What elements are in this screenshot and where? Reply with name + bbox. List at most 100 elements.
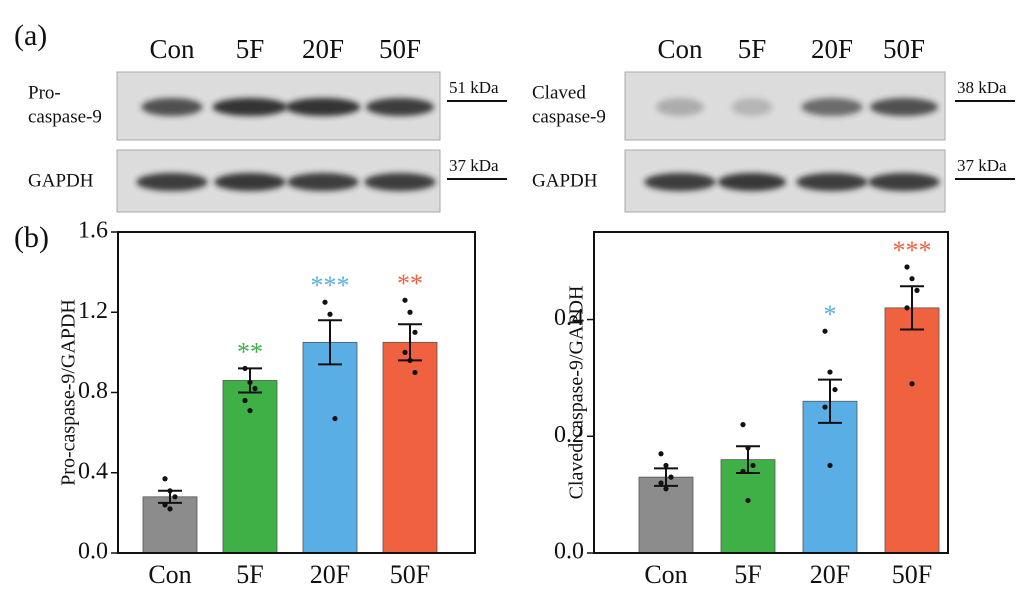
row-label: Pro- — [28, 82, 61, 103]
data-point — [750, 462, 756, 469]
significance-label: ** — [397, 269, 423, 298]
blot-band — [212, 98, 288, 116]
plot-frame — [117, 231, 476, 554]
lane-label: 5F — [236, 34, 265, 64]
y-tick-label: 0.4 — [78, 458, 108, 484]
error-bar — [318, 319, 342, 366]
data-point — [822, 328, 828, 334]
row-label: GAPDH — [28, 170, 94, 191]
row-label: caspase-9 — [532, 106, 606, 127]
x-tick-label: Con — [644, 560, 687, 589]
data-point — [402, 349, 408, 355]
data-point — [167, 506, 173, 512]
lane-label: Con — [149, 34, 195, 64]
error-bar — [818, 378, 842, 424]
blot-band — [644, 173, 716, 191]
y-tick-label: 0.4 — [554, 305, 584, 331]
blot-band — [718, 173, 786, 191]
lane-label: Con — [657, 34, 703, 64]
panel-label: (b) — [14, 221, 49, 254]
row-label: Claved — [532, 82, 586, 103]
y-axis-label: Pro-caspase-9/GAPDH — [58, 299, 80, 486]
kda-label: 51 kDa — [449, 78, 499, 97]
bar — [142, 496, 198, 554]
data-point — [332, 415, 338, 422]
blot-band — [731, 98, 773, 116]
data-point — [412, 369, 418, 376]
bar — [222, 380, 278, 554]
error-bar — [900, 285, 924, 331]
blot-band — [136, 173, 208, 191]
data-point — [162, 476, 168, 482]
data-point — [658, 451, 664, 457]
blot-band — [287, 173, 359, 191]
data-point — [247, 407, 253, 414]
blot-band — [364, 173, 436, 191]
plot-frame — [593, 231, 949, 554]
y-tick-label: 0.8 — [78, 378, 108, 404]
data-point — [407, 309, 413, 315]
y-tick-label: 1.2 — [78, 298, 108, 324]
blot-band — [796, 173, 868, 191]
data-point — [167, 488, 173, 494]
x-tick-label: Con — [148, 560, 191, 589]
data-point — [745, 497, 751, 504]
data-point — [242, 397, 248, 404]
data-point — [832, 386, 838, 393]
data-point — [247, 379, 253, 386]
data-point — [914, 287, 920, 293]
data-point — [827, 462, 833, 469]
data-point — [407, 357, 413, 363]
bar — [884, 307, 940, 554]
data-point — [827, 369, 833, 375]
data-point — [172, 494, 178, 500]
data-point — [668, 474, 674, 480]
y-tick-label: 0.0 — [78, 539, 108, 565]
x-tick-label: 50F — [390, 560, 430, 589]
y-tick-label: 1.6 — [78, 218, 108, 244]
row-label: caspase-9 — [28, 106, 102, 127]
data-point — [322, 299, 328, 305]
blot-band — [366, 98, 434, 116]
kda-label: 37 kDa — [957, 156, 1007, 175]
data-point — [658, 480, 664, 486]
blot-band — [285, 98, 361, 116]
data-point — [162, 502, 168, 508]
x-tick-label: 20F — [810, 560, 850, 589]
data-point — [252, 385, 258, 392]
data-point — [909, 381, 915, 387]
significance-label: ** — [237, 337, 263, 366]
data-point — [402, 297, 408, 303]
x-tick-label: 5F — [734, 560, 761, 589]
bar — [382, 341, 438, 554]
y-tick-label: 0.0 — [554, 539, 584, 565]
blot-band — [214, 173, 286, 191]
data-point — [904, 264, 910, 270]
lane-label: 20F — [811, 34, 853, 64]
y-axis-label: Claved caspase-9/GAPDH — [566, 286, 588, 500]
lane-label: 5F — [738, 34, 767, 64]
y-tick-label: 0.2 — [554, 422, 584, 448]
data-point — [740, 422, 746, 428]
blot-band — [141, 98, 203, 116]
error-bar — [654, 467, 678, 487]
data-point — [740, 468, 746, 474]
kda-label: 37 kDa — [449, 156, 499, 175]
x-tick-label: 5F — [236, 560, 263, 589]
blot-band — [801, 98, 863, 116]
data-point — [242, 365, 248, 372]
blot-band — [870, 98, 938, 116]
data-point — [412, 329, 418, 335]
data-point — [909, 276, 915, 282]
x-tick-label: 50F — [892, 560, 932, 589]
bar — [302, 341, 358, 554]
significance-label: *** — [893, 236, 932, 265]
lane-label: 20F — [302, 34, 344, 64]
data-point — [822, 404, 828, 410]
blot-band — [656, 98, 704, 116]
kda-label: 38 kDa — [957, 78, 1007, 97]
lane-label: 50F — [379, 34, 421, 64]
lane-label: 50F — [883, 34, 925, 64]
x-tick-label: 20F — [310, 560, 350, 589]
